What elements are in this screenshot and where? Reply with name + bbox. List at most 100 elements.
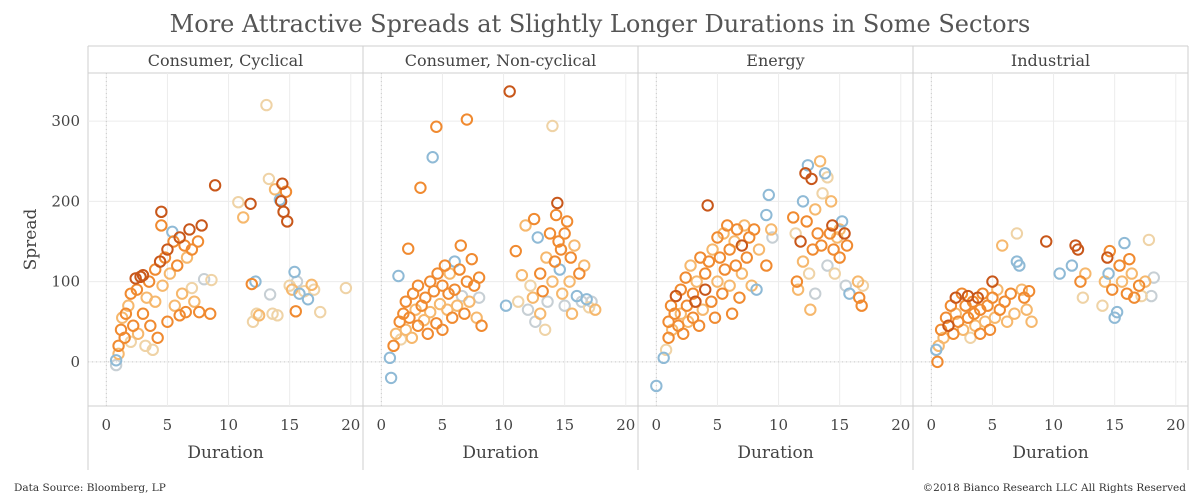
data-point [804, 303, 817, 316]
x-tick-label: 20 [891, 416, 910, 434]
data-point [314, 305, 327, 319]
y-tick-label: 200 [51, 192, 80, 210]
data-point [301, 293, 315, 306]
data-point [706, 243, 719, 256]
data-point [699, 283, 712, 296]
data-point [185, 243, 199, 256]
data-point [208, 179, 222, 192]
data-point [1142, 233, 1156, 247]
x-axis-title: Duration [462, 443, 538, 463]
data-point [430, 120, 443, 133]
data-point [124, 287, 137, 300]
data-point [534, 267, 547, 280]
data-point [448, 283, 461, 296]
data-point [998, 295, 1011, 308]
data-point [1020, 303, 1033, 316]
data-point [1010, 227, 1024, 240]
data-point [237, 211, 250, 224]
data-point [711, 231, 724, 244]
data-point [1013, 259, 1026, 272]
panel-title: Consumer, Cyclical [148, 51, 304, 70]
data-point [399, 295, 412, 308]
y-tick-label: 300 [51, 112, 80, 130]
data-point [392, 269, 405, 283]
data-point [838, 227, 851, 240]
data-point [546, 119, 559, 133]
data-point [674, 307, 687, 320]
data-point [718, 263, 731, 276]
y-axis-title: Spread [21, 209, 41, 271]
data-point [565, 307, 579, 320]
data-point [1096, 299, 1109, 312]
data-point [411, 319, 425, 332]
data-point [421, 327, 434, 340]
data-point [460, 113, 474, 126]
data-point [787, 211, 800, 224]
data-point [1115, 275, 1129, 288]
data-point [409, 303, 422, 316]
data-point [1076, 291, 1090, 304]
data-point [796, 255, 810, 268]
x-tick-label: 20 [616, 416, 635, 434]
data-point [1128, 291, 1141, 304]
data-point [684, 259, 697, 272]
data-point [527, 212, 541, 226]
data-point [1022, 285, 1036, 298]
data-point [465, 252, 478, 266]
data-point [939, 311, 953, 324]
data-point [1139, 275, 1152, 288]
x-axis-title: Duration [187, 443, 263, 463]
data-point [589, 303, 602, 316]
data-point [472, 271, 486, 284]
data-point [986, 275, 999, 288]
data-point [454, 239, 467, 252]
data-point [446, 311, 459, 324]
data-point [245, 277, 258, 291]
data-point [260, 98, 273, 112]
data-point [930, 343, 943, 357]
data-point [161, 243, 174, 256]
data-point [509, 244, 522, 258]
y-tick-label: 100 [51, 273, 80, 291]
data-point [262, 172, 276, 186]
data-point [414, 181, 427, 194]
x-tick-label: 5 [713, 416, 723, 434]
data-point [403, 311, 416, 324]
data-point [1106, 283, 1119, 296]
data-point [662, 331, 675, 344]
data-point [155, 219, 168, 232]
data-point [735, 267, 749, 280]
data-point [475, 319, 488, 332]
data-point [289, 305, 302, 318]
y-tick-label: 0 [70, 353, 80, 371]
data-point [701, 199, 714, 212]
data-point [801, 159, 815, 172]
data-point [1074, 275, 1087, 288]
data-point [996, 239, 1009, 252]
data-point [794, 235, 807, 248]
data-point [161, 315, 174, 328]
data-point [800, 215, 813, 228]
data-point [1118, 236, 1131, 250]
data-point [427, 285, 441, 298]
data-point [193, 305, 206, 319]
data-point [195, 219, 208, 232]
data-point [813, 155, 827, 168]
data-point [686, 287, 700, 300]
data-point [560, 215, 574, 228]
data-point [499, 299, 513, 312]
data-point [438, 259, 452, 272]
data-point [339, 281, 353, 295]
data-point [387, 339, 400, 353]
data-point [431, 267, 444, 280]
data-point [244, 197, 257, 210]
data-point [1108, 311, 1121, 324]
data-point [823, 227, 837, 240]
data-point [1008, 307, 1021, 320]
data-point [156, 279, 169, 292]
data-point [689, 295, 702, 308]
data-point [730, 223, 744, 236]
data-point [765, 223, 778, 236]
data-point [191, 235, 205, 248]
data-point [426, 151, 439, 164]
